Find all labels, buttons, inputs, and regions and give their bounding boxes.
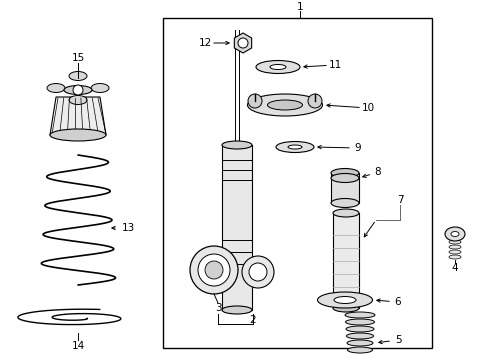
- Ellipse shape: [346, 326, 373, 332]
- Ellipse shape: [330, 168, 358, 177]
- Circle shape: [247, 94, 262, 108]
- Ellipse shape: [222, 306, 251, 314]
- Bar: [332, 213, 358, 308]
- Text: 3: 3: [214, 303, 221, 313]
- Ellipse shape: [444, 227, 464, 241]
- Text: 8: 8: [374, 167, 381, 177]
- Ellipse shape: [346, 340, 372, 346]
- Bar: [330, 173, 358, 203]
- Bar: [163, 18, 431, 348]
- Ellipse shape: [69, 72, 87, 81]
- Circle shape: [73, 85, 83, 95]
- Text: 1: 1: [296, 2, 303, 12]
- Ellipse shape: [345, 319, 374, 325]
- Text: 7: 7: [396, 195, 403, 205]
- Ellipse shape: [450, 231, 458, 237]
- Ellipse shape: [346, 333, 373, 339]
- Ellipse shape: [91, 84, 109, 93]
- Ellipse shape: [332, 304, 358, 312]
- Text: 9: 9: [354, 143, 361, 153]
- Ellipse shape: [50, 129, 106, 141]
- Ellipse shape: [69, 95, 87, 104]
- Ellipse shape: [448, 255, 460, 259]
- Circle shape: [238, 38, 247, 48]
- Ellipse shape: [256, 60, 299, 73]
- Ellipse shape: [347, 347, 372, 353]
- Circle shape: [190, 246, 238, 294]
- Ellipse shape: [317, 292, 372, 308]
- Text: 14: 14: [71, 341, 84, 351]
- Ellipse shape: [332, 209, 358, 217]
- Ellipse shape: [47, 84, 65, 93]
- Ellipse shape: [267, 100, 302, 110]
- Bar: [222, 145, 251, 310]
- Text: 4: 4: [451, 263, 457, 273]
- Ellipse shape: [269, 64, 285, 69]
- Ellipse shape: [448, 245, 460, 249]
- Circle shape: [204, 261, 223, 279]
- Ellipse shape: [330, 174, 358, 183]
- Text: 10: 10: [361, 103, 374, 113]
- Ellipse shape: [64, 85, 92, 94]
- Polygon shape: [50, 97, 106, 135]
- Text: 5: 5: [394, 335, 401, 345]
- Text: 2: 2: [249, 315, 256, 325]
- Circle shape: [198, 254, 229, 286]
- Circle shape: [248, 263, 266, 281]
- Ellipse shape: [275, 141, 313, 153]
- Text: 6: 6: [394, 297, 401, 307]
- Ellipse shape: [222, 141, 251, 149]
- Ellipse shape: [448, 250, 460, 254]
- Ellipse shape: [287, 145, 302, 149]
- Ellipse shape: [448, 240, 460, 244]
- Circle shape: [307, 94, 321, 108]
- Polygon shape: [234, 33, 251, 53]
- Ellipse shape: [330, 198, 358, 207]
- Text: 11: 11: [328, 60, 341, 70]
- Text: 15: 15: [71, 53, 84, 63]
- Ellipse shape: [247, 94, 322, 116]
- Text: 13: 13: [121, 223, 134, 233]
- Ellipse shape: [345, 312, 374, 318]
- Circle shape: [242, 256, 273, 288]
- Ellipse shape: [333, 297, 355, 303]
- Text: 12: 12: [198, 38, 211, 48]
